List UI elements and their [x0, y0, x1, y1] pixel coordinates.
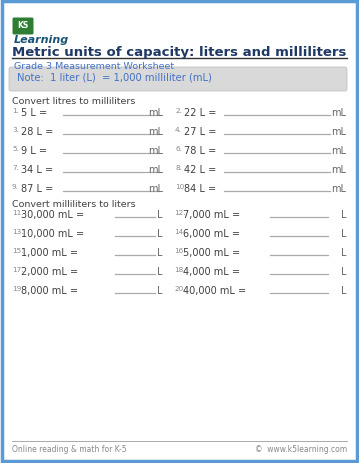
FancyBboxPatch shape: [13, 19, 33, 36]
Text: Online reading & math for K-5: Online reading & math for K-5: [12, 444, 127, 453]
Text: 22 L =: 22 L =: [184, 108, 216, 118]
Text: 78 L =: 78 L =: [184, 146, 216, 156]
Text: ©  www.k5learning.com: © www.k5learning.com: [255, 444, 347, 453]
Text: 2,000 mL =: 2,000 mL =: [21, 266, 78, 276]
Text: 10.: 10.: [175, 184, 186, 189]
Text: 28 L =: 28 L =: [21, 127, 53, 137]
Text: mL: mL: [331, 127, 346, 137]
Text: L: L: [157, 210, 162, 219]
Text: 19.: 19.: [12, 285, 23, 291]
Text: 14.: 14.: [174, 229, 186, 234]
Text: 4.: 4.: [175, 127, 182, 133]
Text: Metric units of capacity: liters and milliliters: Metric units of capacity: liters and mil…: [12, 46, 346, 59]
Text: 84 L =: 84 L =: [184, 184, 216, 194]
Text: mL: mL: [148, 165, 163, 175]
Text: 10,000 mL =: 10,000 mL =: [21, 229, 84, 238]
Text: 2.: 2.: [175, 108, 182, 114]
Text: 34 L =: 34 L =: [21, 165, 53, 175]
Text: 1,000 mL =: 1,000 mL =: [21, 247, 78, 257]
Text: mL: mL: [148, 108, 163, 118]
Text: 3.: 3.: [12, 127, 19, 133]
Text: Grade 3 Measurement Worksheet: Grade 3 Measurement Worksheet: [14, 62, 174, 71]
Text: 42 L =: 42 L =: [184, 165, 216, 175]
Text: mL: mL: [331, 108, 346, 118]
Text: L: L: [340, 210, 346, 219]
Text: mL: mL: [331, 184, 346, 194]
Text: 8,000 mL =: 8,000 mL =: [21, 285, 78, 295]
Text: Convert milliliters to liters: Convert milliliters to liters: [12, 200, 136, 208]
Text: 11.: 11.: [12, 210, 23, 216]
Text: 8.: 8.: [175, 165, 182, 171]
Text: 9 L =: 9 L =: [21, 146, 47, 156]
Text: 16.: 16.: [174, 247, 186, 253]
Text: 4,000 mL =: 4,000 mL =: [183, 266, 240, 276]
Text: mL: mL: [148, 184, 163, 194]
Text: L: L: [340, 229, 346, 238]
Text: 18.: 18.: [174, 266, 186, 272]
Text: L: L: [340, 266, 346, 276]
Text: mL: mL: [148, 146, 163, 156]
Text: 12.: 12.: [174, 210, 186, 216]
Text: L: L: [340, 247, 346, 257]
Text: mL: mL: [331, 146, 346, 156]
Text: 7,000 mL =: 7,000 mL =: [183, 210, 240, 219]
Text: 27 L =: 27 L =: [184, 127, 216, 137]
Text: mL: mL: [148, 127, 163, 137]
Text: 87 L =: 87 L =: [21, 184, 53, 194]
Text: 30,000 mL =: 30,000 mL =: [21, 210, 84, 219]
Text: L: L: [157, 285, 162, 295]
Text: L: L: [157, 247, 162, 257]
Text: Note:  1 liter (L)  = 1,000 milliliter (mL): Note: 1 liter (L) = 1,000 milliliter (mL…: [17, 73, 212, 83]
Text: L: L: [157, 266, 162, 276]
FancyBboxPatch shape: [9, 68, 347, 92]
Text: 20.: 20.: [174, 285, 186, 291]
Text: Learning: Learning: [14, 35, 69, 45]
Text: 5.: 5.: [12, 146, 19, 152]
Text: 7.: 7.: [12, 165, 19, 171]
Text: 40,000 mL =: 40,000 mL =: [183, 285, 246, 295]
Text: 6,000 mL =: 6,000 mL =: [183, 229, 240, 238]
Text: 9.: 9.: [12, 184, 19, 189]
Text: 1.: 1.: [12, 108, 19, 114]
Text: Convert litres to milliliters: Convert litres to milliliters: [12, 97, 135, 106]
Text: KS: KS: [17, 21, 29, 30]
Text: 13.: 13.: [12, 229, 23, 234]
Text: 5,000 mL =: 5,000 mL =: [183, 247, 240, 257]
Text: 5 L =: 5 L =: [21, 108, 47, 118]
Text: 6.: 6.: [175, 146, 182, 152]
Text: mL: mL: [331, 165, 346, 175]
Text: L: L: [157, 229, 162, 238]
Text: 15.: 15.: [12, 247, 23, 253]
Text: 17.: 17.: [12, 266, 23, 272]
Text: L: L: [340, 285, 346, 295]
